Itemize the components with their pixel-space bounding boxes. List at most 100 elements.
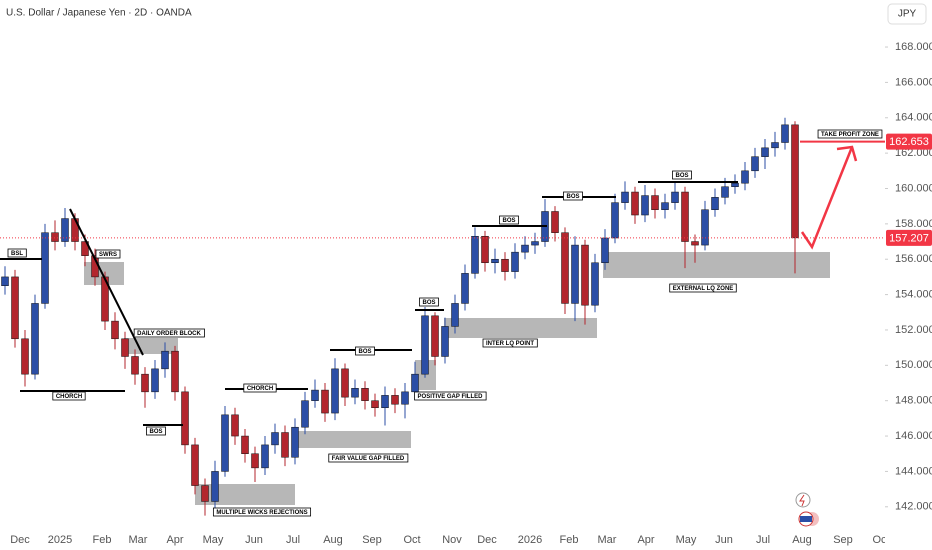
annotation-label: INTER LQ POINT [486,341,534,347]
x-tick-label: May [676,534,697,546]
annotation-label: BOS [502,218,515,224]
y-tick-label: 148.000 [895,395,932,407]
price-badge-label: 157.207 [889,232,929,244]
candle-body [661,202,669,210]
candle-body [671,191,679,203]
x-tick-label: Aug [792,534,812,546]
annotation-label: BOS [675,173,688,179]
x-tick-label: Nov [442,534,462,546]
candle-body [331,368,339,414]
y-tick-label: 164.000 [895,112,932,124]
zone [297,431,411,448]
candle-body [621,191,629,203]
price-badge [886,133,932,150]
annotation-box [212,507,312,517]
x-tick-label: Apr [166,534,183,546]
candle-body [611,202,619,239]
x-tick-label: Apr [637,534,654,546]
x-tick-label: Sep [362,534,382,546]
candle-body [241,435,249,454]
x-tick-label: 2026 [518,534,542,546]
currency-button[interactable] [887,3,927,25]
icon [800,516,812,522]
candle-body [531,241,539,246]
candle-body [391,395,399,405]
candle-body [631,191,639,216]
price-badge [886,229,932,246]
candle-body [721,186,729,198]
y-tick-label: 166.000 [895,76,932,88]
candle-body [441,326,449,357]
annotation-box [7,248,27,258]
candle-body [51,232,59,242]
indicator-icons [795,492,819,527]
annotation-box [482,338,538,348]
candle-body [781,124,789,143]
price-axis [885,0,932,550]
annotation-label: BOS [149,429,162,435]
annotation-label: BOS [566,194,579,200]
candle-body [651,195,659,210]
y-tick-label: 156.000 [895,253,932,265]
candle-body [691,241,699,246]
x-tick-label: Dec [10,534,30,546]
zone [124,338,178,354]
x-tick-label: Dec [477,534,497,546]
candle-body [351,388,359,398]
annotation-label: TAKE PROFIT ZONE [821,132,879,138]
candle-body [371,400,379,409]
annotation-label: BOS [358,349,371,355]
candle-body [791,124,799,239]
y-tick-label: 146.000 [895,430,932,442]
candle-body [401,391,409,405]
candle-body [591,262,599,306]
x-tick-label: Jul [756,534,770,546]
zone [444,318,597,338]
annotation-box [133,328,205,338]
candle-body [231,414,239,437]
trend-line [69,208,144,356]
candle-body [291,426,299,458]
candle-body [571,244,579,304]
x-tick-label: Aug [323,534,343,546]
annotation-box [669,283,737,293]
candle-body [201,485,209,502]
candle-body [21,338,29,375]
candle-body [731,182,739,187]
y-tick-label: 154.000 [895,288,932,300]
candle-body [171,350,179,393]
candle-body [361,388,369,401]
candle-body [251,453,259,469]
candle-body [301,400,309,428]
annotation-box [355,346,375,356]
annotation-label: EXTERNAL LQ ZONE [673,286,734,292]
candle-body [501,258,509,272]
annotation-box [817,129,883,139]
arrow-path [800,146,854,250]
candle-body [431,315,439,357]
symbol-title: U.S. Dollar / Japanese Yen · 2D · OANDA [6,8,192,19]
x-tick-label: Sep [833,534,853,546]
candle-body [601,237,609,264]
candle-body [311,389,319,401]
annotation-box [95,249,121,259]
candle-body [341,368,349,398]
annotation-label: MULTIPLE WICKS REJECTIONS [216,510,307,516]
candle-body [81,241,89,256]
zone [603,252,830,278]
candle-body [321,389,329,414]
candle-body [271,432,279,446]
candle-body [61,218,69,242]
annotation-box [499,215,519,225]
y-tick-label: 142.000 [895,501,932,513]
annotation-box [146,426,166,436]
annotation-box [672,170,692,180]
candle-body [641,195,649,216]
candle-body [31,303,39,375]
x-tick-label: May [203,534,224,546]
y-tick-label: 160.000 [895,182,932,194]
x-tick-label: Oct [403,534,420,546]
x-tick-label: Jul [286,534,300,546]
candle-body [701,209,709,246]
